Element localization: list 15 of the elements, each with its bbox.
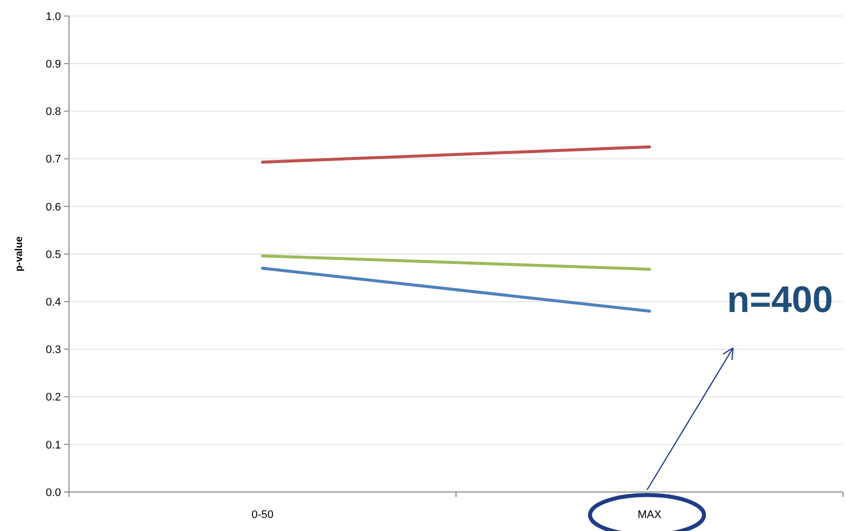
y-tick-label: 0.5: [46, 248, 61, 261]
y-tick-label: 0.0: [46, 486, 61, 499]
y-tick-label: 0.7: [46, 154, 61, 166]
y-tick-label: 0.2: [46, 392, 61, 404]
x-tick-label: MAX: [638, 509, 662, 521]
y-tick-label: 0.9: [46, 58, 61, 70]
y-tick-label: 0.6: [46, 201, 61, 214]
y-tick-label: 1.0: [46, 10, 61, 23]
y-tick-label: 0.4: [46, 296, 61, 308]
y-tick-label: 0.1: [46, 439, 61, 452]
y-tick-label: 0.8: [46, 106, 61, 118]
y-tick-label: 0.3: [46, 344, 61, 356]
x-tick-label: 0-50: [251, 509, 274, 521]
y-axis-title: p-value: [14, 236, 25, 272]
annotation: n=400: [727, 279, 833, 320]
